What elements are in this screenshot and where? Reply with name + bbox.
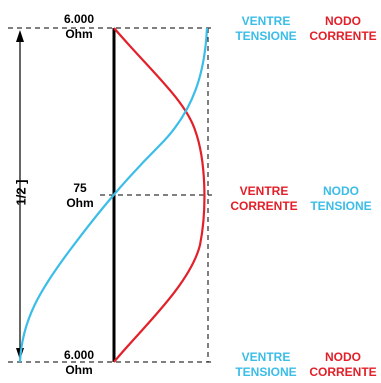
middle-current-label-line1: VENTRE <box>239 184 289 198</box>
bottom-impedance-value: 6.000 <box>63 348 95 362</box>
top-voltage-label-line1: VENTRE <box>241 14 291 28</box>
middle-impedance-value: 75 <box>73 181 87 195</box>
middle-voltage-label-line2: TENSIONE <box>310 199 372 213</box>
middle-current-label-line2: CORRENTE <box>230 199 298 213</box>
bottom-impedance: 6.000 Ohm <box>56 348 102 378</box>
bottom-current-label: NODO CORRENTE <box>306 350 380 380</box>
length-arrow-head-top <box>16 30 24 42</box>
top-voltage-label-line2: TENSIONE <box>235 29 297 43</box>
middle-voltage-label-line1: NODO <box>323 184 359 198</box>
bottom-voltage-label: VENTRE TENSIONE <box>226 350 306 380</box>
middle-voltage-label: NODO TENSIONE <box>302 184 380 214</box>
current-curve <box>113 27 206 363</box>
top-impedance-value: 6.000 <box>63 12 95 26</box>
bottom-current-label-line2: CORRENTE <box>309 365 377 379</box>
bottom-voltage-label-line1: VENTRE <box>241 350 291 364</box>
top-impedance-unit: Ohm <box>65 27 93 41</box>
middle-impedance: 75 Ohm <box>60 181 100 211</box>
top-voltage-label: VENTRE TENSIONE <box>226 14 306 44</box>
bottom-current-label-line1: NODO <box>325 350 361 364</box>
top-current-label-line1: NODO <box>325 14 361 28</box>
bottom-impedance-unit: Ohm <box>65 363 93 377</box>
top-current-label: NODO CORRENTE <box>306 14 380 44</box>
bottom-voltage-label-line2: TENSIONE <box>235 365 297 379</box>
top-impedance: 6.000 Ohm <box>56 12 102 42</box>
middle-current-label: VENTRE CORRENTE <box>226 184 302 214</box>
middle-impedance-unit: Ohm <box>66 196 94 210</box>
voltage-curve <box>18 27 209 363</box>
length-label: 1/2 ] <box>13 179 29 206</box>
top-current-label-line2: CORRENTE <box>309 29 377 43</box>
